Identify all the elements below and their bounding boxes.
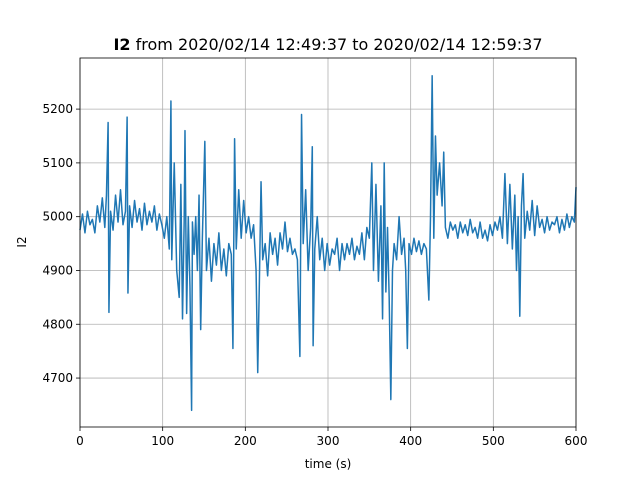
title-name: I2 [113, 35, 130, 54]
title-text: from 2020/02/14 12:49:37 to 2020/02/14 1… [136, 35, 543, 54]
x-tick-label: 0 [76, 434, 84, 448]
line-series [79, 75, 577, 412]
y-tick-label: 4800 [42, 317, 73, 331]
plot-frame [79, 57, 577, 428]
x-tick-label: 400 [399, 434, 422, 448]
y-axis-label: I2 [15, 236, 29, 247]
x-tick-label: 100 [151, 434, 174, 448]
y-tick-label: 5000 [42, 210, 73, 224]
y-tick-label: 5100 [42, 156, 73, 170]
x-tick-label: 500 [482, 434, 505, 448]
x-tick-label: 200 [234, 434, 257, 448]
x-axis-label: time (s) [305, 457, 352, 471]
x-tick-label: 300 [317, 434, 340, 448]
y-tick-label: 5200 [42, 102, 73, 116]
chart-title: I2 from 2020/02/14 12:49:37 to 2020/02/1… [113, 35, 542, 54]
y-tick-label: 4900 [42, 263, 73, 277]
y-tick-label: 4700 [42, 371, 73, 385]
x-tick-label: 600 [565, 434, 588, 448]
